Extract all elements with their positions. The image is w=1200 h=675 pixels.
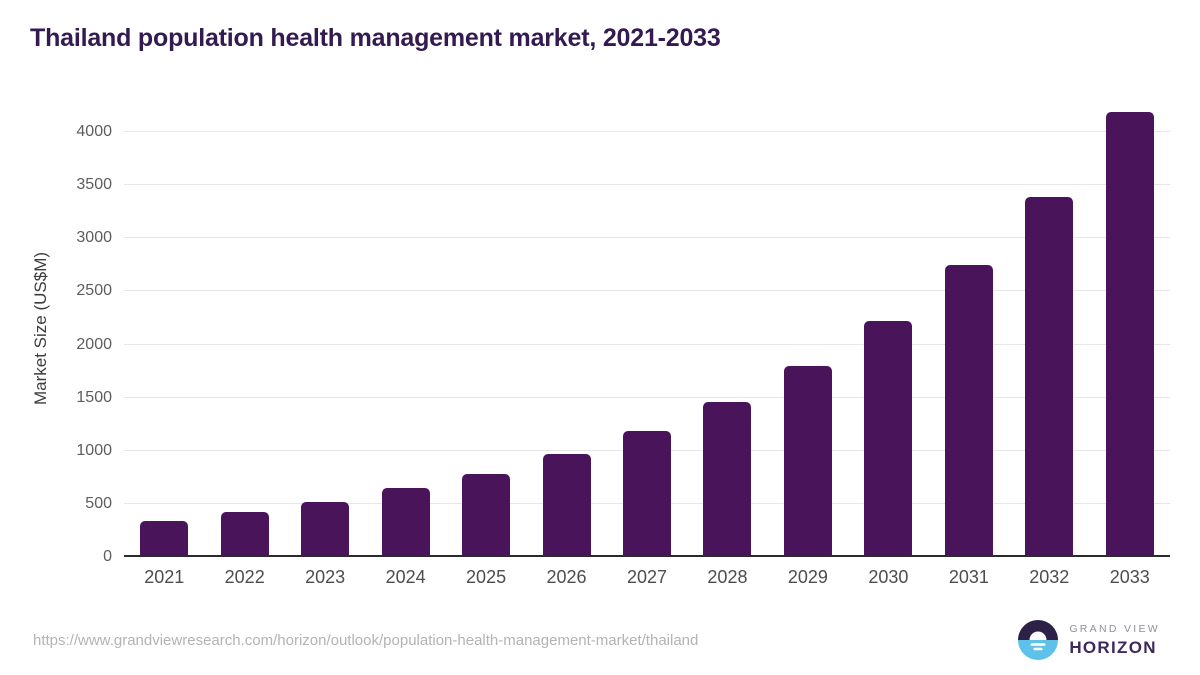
gridline (124, 396, 1170, 398)
brand-logo[interactable]: GRAND VIEW HORIZON (1017, 616, 1160, 664)
x-tick-label: 2026 (546, 567, 587, 587)
y-tick-label: 1500 (76, 388, 112, 406)
y-tick-label: 3000 (76, 229, 112, 247)
gridline (124, 184, 1170, 186)
x-tick-label: 2032 (1029, 567, 1070, 587)
x-tick-label: 2028 (707, 567, 748, 587)
bar-2021[interactable] (140, 520, 189, 557)
bar-2025[interactable] (462, 473, 511, 557)
chart-title: Thailand population health management ma… (30, 24, 721, 52)
bar-2030[interactable] (864, 320, 913, 557)
x-tick-label: 2024 (385, 567, 426, 587)
bar-2033[interactable] (1105, 112, 1154, 557)
bar-2027[interactable] (623, 430, 671, 557)
x-tick-label: 2029 (787, 567, 828, 587)
y-tick-label: 0 (103, 548, 112, 565)
gridline (124, 290, 1170, 292)
y-tick-label: 4000 (76, 123, 112, 140)
x-tick-label: 2030 (868, 567, 909, 587)
bar-2028[interactable] (703, 401, 752, 557)
bar-2032[interactable] (1025, 197, 1074, 557)
y-tick-label: 3500 (76, 176, 112, 194)
x-tick-label: 2022 (224, 567, 265, 587)
y-tick-label: 500 (85, 494, 112, 512)
x-tick-label: 2031 (948, 567, 989, 587)
logo-text: GRAND VIEW HORIZON (1069, 623, 1160, 658)
x-tick-label: 2021 (144, 567, 185, 587)
bar-2024[interactable] (381, 488, 430, 557)
logo-text-horizon: HORIZON (1069, 637, 1157, 657)
x-tick-label: 2027 (626, 567, 668, 587)
bar-2031[interactable] (944, 265, 993, 557)
gridline (124, 237, 1170, 239)
bar-2022[interactable] (220, 511, 269, 557)
horizon-sun-icon (1018, 620, 1059, 660)
x-axis-line (124, 555, 1170, 557)
plot-area (124, 100, 1170, 557)
gridline (124, 131, 1170, 132)
y-tick-labels: 0 500 1000 1500 2000 2500 3000 3500 4000 (0, 100, 112, 565)
y-tick-label: 1000 (76, 441, 112, 459)
bar-2026[interactable] (542, 454, 591, 557)
x-tick-labels: 2021 2022 2023 2024 2025 2026 2027 2028 2029 2030… (124, 567, 1170, 591)
y-tick-label: 2000 (76, 335, 112, 353)
x-tick-label: 2023 (305, 567, 346, 587)
bar-2029[interactable] (783, 365, 832, 557)
x-tick-label: 2025 (466, 567, 507, 587)
bar-2023[interactable] (301, 501, 350, 557)
source-url: https://www.grandviewresearch.com/horizo… (33, 632, 699, 649)
gridline (124, 343, 1170, 345)
x-tick-label: 2033 (1109, 567, 1150, 587)
logo-text-grand-view: GRAND VIEW (1069, 622, 1160, 635)
y-tick-label: 2500 (76, 282, 112, 300)
